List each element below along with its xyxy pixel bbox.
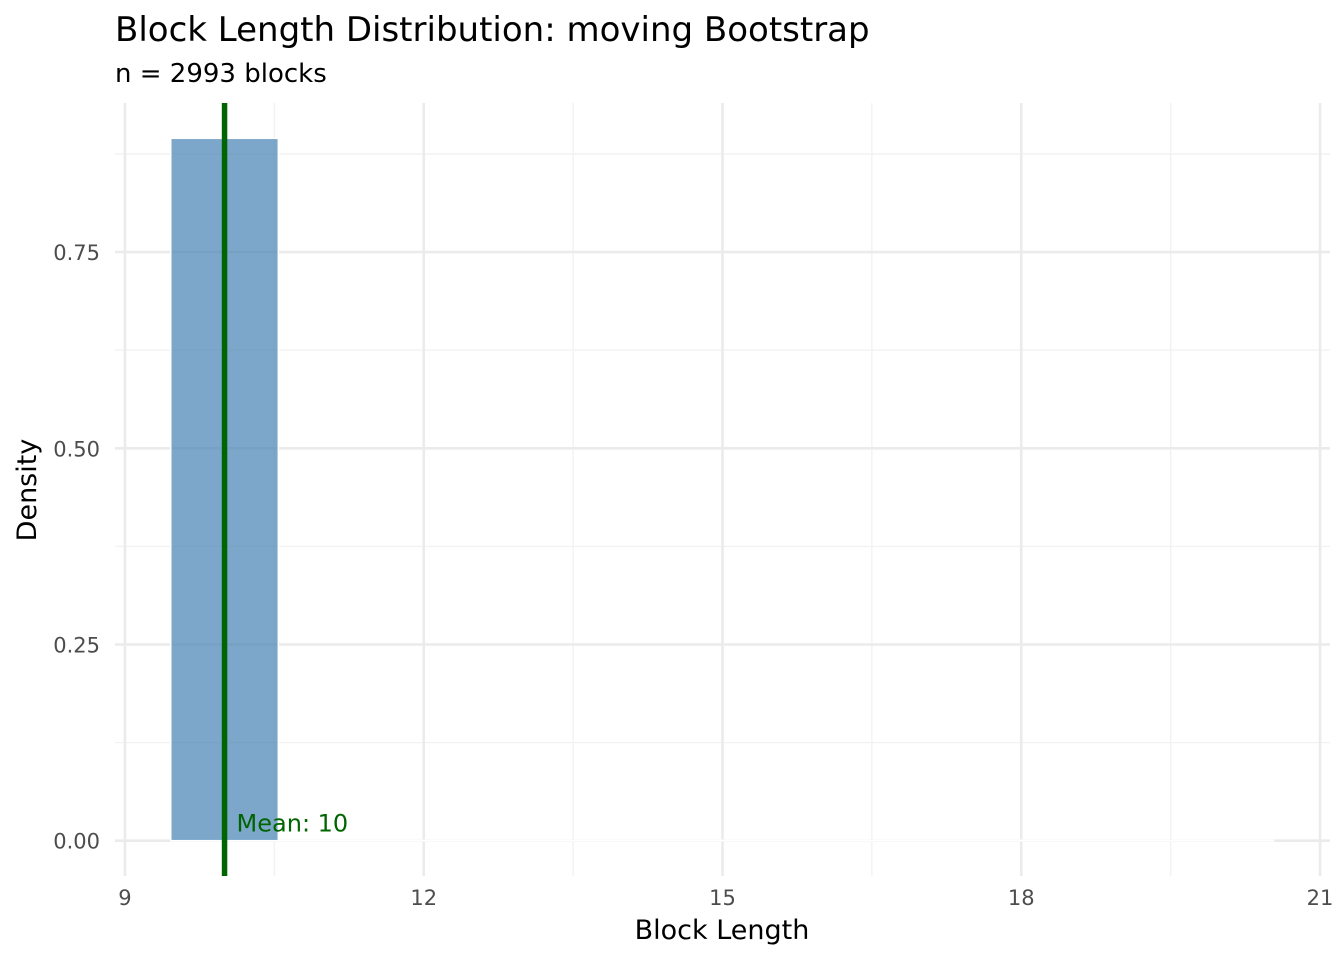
y-tick-label: 0.75 [53, 241, 100, 265]
x-tick-label: 12 [410, 886, 437, 910]
x-tick-label: 15 [709, 886, 736, 910]
y-tick-label: 0.50 [53, 437, 100, 461]
y-axis-ticks: 0.00 0.25 0.50 0.75 [53, 241, 100, 854]
x-axis-ticks: 9 12 15 18 21 [118, 886, 1333, 910]
x-tick-label: 18 [1008, 886, 1035, 910]
chart-title: Block Length Distribution: moving Bootst… [115, 10, 870, 50]
y-axis-title: Density [12, 439, 43, 542]
y-tick-label: 0.25 [53, 633, 100, 657]
x-tick-label: 21 [1307, 886, 1334, 910]
y-tick-label: 0.00 [53, 830, 100, 854]
mean-marker: Mean: 10 [221, 103, 349, 876]
mean-label: Mean: 10 [237, 810, 349, 838]
x-tick-label: 9 [118, 886, 131, 910]
grid-major [115, 103, 1330, 876]
x-axis-title: Block Length [635, 915, 810, 946]
chart-subtitle: n = 2993 blocks [115, 59, 327, 89]
